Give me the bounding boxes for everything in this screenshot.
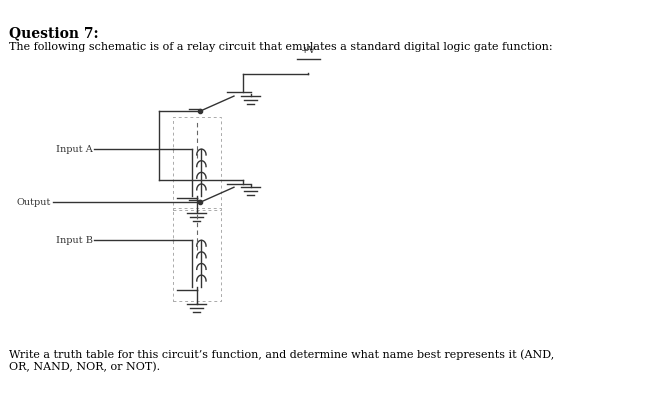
Text: Output: Output: [16, 197, 51, 206]
Text: +V: +V: [301, 46, 316, 55]
Bar: [172, 208, 221, 301]
Text: Input A: Input A: [56, 144, 93, 154]
Text: OR, NAND, NOR, or NOT).: OR, NAND, NOR, or NOT).: [9, 362, 160, 373]
Text: The following schematic is of a relay circuit that emulates a standard digital l: The following schematic is of a relay ci…: [9, 42, 553, 52]
Text: Question 7:: Question 7:: [9, 27, 99, 40]
Bar: [172, 117, 221, 210]
Text: Input B: Input B: [55, 236, 93, 245]
Text: Write a truth table for this circuit’s function, and determine what name best re: Write a truth table for this circuit’s f…: [9, 349, 554, 360]
